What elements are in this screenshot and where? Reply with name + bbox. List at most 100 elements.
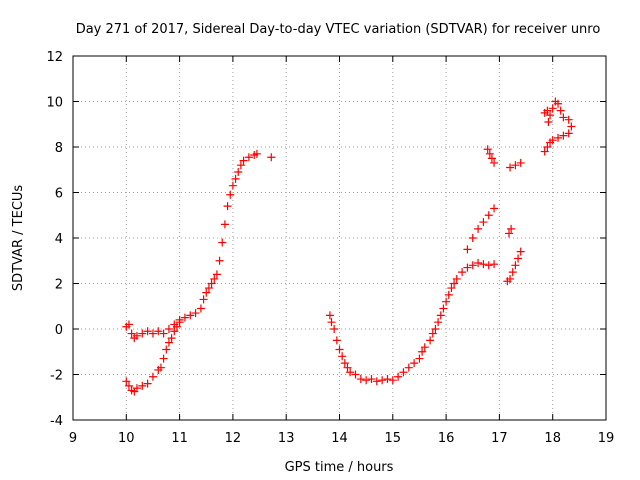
- data-point-marker: [564, 129, 573, 138]
- data-point-marker: [490, 158, 499, 167]
- data-point-marker: [138, 381, 147, 390]
- chart-title: Day 271 of 2017, Sidereal Day-to-day VTE…: [76, 22, 601, 37]
- data-point-marker: [483, 145, 492, 154]
- data-point-marker: [196, 304, 205, 313]
- data-point-marker: [394, 372, 403, 381]
- data-point-marker: [332, 336, 341, 345]
- data-point-marker: [167, 334, 176, 343]
- data-point-marker: [148, 372, 157, 381]
- x-tick-label: 11: [171, 431, 188, 446]
- data-point-marker: [504, 229, 513, 238]
- data-point-marker: [223, 202, 232, 211]
- x-axis-label: GPS time / hours: [285, 460, 394, 475]
- data-point-marker: [463, 245, 472, 254]
- data-point-marker: [367, 375, 376, 384]
- data-point-marker: [207, 279, 216, 288]
- data-point-marker: [431, 325, 440, 333]
- y-axis-label: SDTVAR / TECUs: [11, 185, 26, 292]
- data-point-marker: [372, 377, 381, 386]
- data-point-marker: [404, 363, 413, 372]
- data-point-marker: [506, 274, 515, 283]
- data-point-marker: [479, 260, 488, 269]
- data-point-marker: [511, 161, 520, 170]
- data-point-marker: [132, 384, 141, 393]
- data-point-marker: [212, 270, 221, 279]
- data-point-marker: [463, 263, 472, 272]
- data-point-marker: [420, 343, 429, 352]
- data-point-marker: [186, 311, 195, 320]
- data-point-marker: [516, 247, 525, 256]
- data-point-marker: [127, 329, 136, 338]
- data-point-marker: [210, 274, 219, 283]
- data-point-marker: [474, 259, 483, 268]
- data-point-marker: [234, 168, 243, 177]
- data-point-marker: [215, 256, 224, 265]
- y-tick-label: -2: [50, 369, 63, 384]
- data-point-marker: [426, 336, 435, 345]
- data-point-marker: [447, 284, 456, 293]
- data-point-marker: [132, 331, 141, 340]
- data-point-marker: [159, 329, 168, 338]
- data-point-marker: [507, 224, 516, 233]
- data-point-marker: [327, 318, 336, 327]
- data-point-marker: [490, 204, 499, 213]
- data-point-marker: [468, 261, 477, 270]
- data-point-marker: [239, 156, 248, 165]
- data-point-marker: [410, 359, 419, 368]
- data-point-marker: [484, 211, 493, 220]
- data-point-marker: [559, 131, 568, 140]
- data-point-marker: [218, 238, 227, 247]
- y-tick-label: -4: [50, 414, 63, 429]
- data-point-marker: [154, 327, 163, 336]
- data-point-marker: [180, 313, 189, 322]
- y-tick-label: 12: [46, 50, 63, 65]
- data-point-marker: [148, 329, 157, 338]
- data-point-marker: [543, 143, 552, 151]
- data-point-marker: [444, 290, 453, 299]
- data-point-marker: [452, 274, 461, 283]
- x-tick-label: 10: [118, 431, 135, 446]
- data-point-marker: [124, 381, 133, 390]
- data-point-marker: [415, 354, 424, 363]
- data-point-marker: [479, 218, 488, 227]
- y-tick-labels: -4 -2 0 2 4 6 8 10 12: [46, 50, 63, 429]
- data-point-marker: [511, 261, 520, 270]
- data-point-marker: [325, 311, 334, 320]
- x-tick-label: 12: [225, 431, 242, 446]
- y-tick-label: 8: [55, 141, 63, 156]
- data-point-marker: [544, 117, 553, 126]
- data-point-marker: [338, 352, 347, 361]
- data-point-marker: [343, 363, 352, 372]
- data-point-marker: [434, 318, 443, 327]
- data-point-marker: [159, 354, 168, 363]
- y-tick-label: 6: [55, 187, 63, 202]
- data-point-marker: [156, 363, 165, 372]
- data-point-marker: [428, 329, 437, 338]
- data-point-marker: [164, 325, 173, 333]
- data-point-marker: [335, 345, 344, 354]
- data-point-marker: [436, 311, 445, 320]
- data-point-marker: [204, 284, 213, 293]
- data-point-marker: [399, 368, 408, 377]
- data-point-marker: [244, 153, 253, 162]
- data-point-marker: [199, 295, 208, 304]
- data-point-marker: [458, 268, 467, 277]
- data-point-marker: [356, 375, 365, 384]
- y-tick-label: 2: [55, 278, 63, 293]
- data-point-marker: [383, 375, 392, 384]
- data-point-marker: [487, 154, 496, 163]
- data-point-marker: [202, 288, 211, 297]
- data-point-marker: [340, 359, 349, 368]
- x-tick-label: 13: [278, 431, 295, 446]
- data-point-marker: [556, 106, 565, 115]
- data-point-marker: [474, 224, 483, 233]
- data-point-marker: [164, 338, 173, 347]
- data-point-marker: [508, 268, 517, 277]
- data-point-marker: [516, 158, 525, 167]
- data-point-marker: [162, 345, 171, 354]
- data-point-marker: [362, 376, 371, 385]
- data-point-marker: [236, 161, 245, 170]
- x-tick-label: 19: [598, 431, 615, 446]
- x-tick-label: 9: [69, 431, 77, 446]
